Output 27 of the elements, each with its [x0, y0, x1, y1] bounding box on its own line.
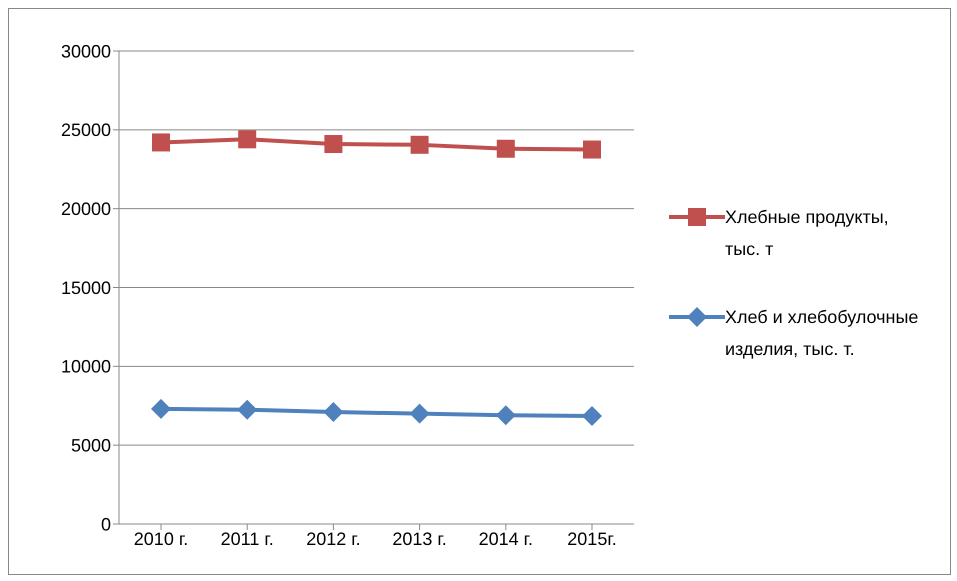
point — [238, 130, 256, 148]
legend-label: Хлеб и хлебобулочные изделия, тыс. т. — [725, 306, 920, 361]
legend-label: Хлебные продукты, тыс. т — [725, 206, 890, 261]
x-tick-label: 2014 г. — [478, 528, 534, 549]
point — [410, 404, 430, 424]
x-tick-label: 2013 г. — [392, 528, 447, 549]
point — [583, 140, 601, 159]
point — [496, 405, 516, 426]
y-tick-label: 10000 — [60, 356, 111, 377]
x-tick-label: 2011 г. — [220, 528, 274, 549]
point — [152, 133, 170, 152]
y-tick-label: 15000 — [60, 278, 111, 298]
y-tick-label: 30000 — [60, 41, 111, 62]
point — [324, 135, 342, 154]
point — [323, 402, 344, 422]
y-tick-label: 0 — [100, 514, 111, 534]
point — [410, 136, 429, 154]
point — [237, 400, 258, 420]
point — [582, 406, 602, 426]
point — [151, 398, 171, 419]
y-tick-label: 25000 — [60, 120, 111, 140]
x-tick-label: 2010 г. — [134, 528, 188, 549]
y-tick-label: 20000 — [60, 199, 111, 220]
point — [496, 140, 515, 158]
x-tick-label: 2015г. — [567, 528, 617, 549]
x-tick-label: 2012 г. — [306, 528, 361, 549]
y-tick-label: 5000 — [70, 436, 111, 456]
